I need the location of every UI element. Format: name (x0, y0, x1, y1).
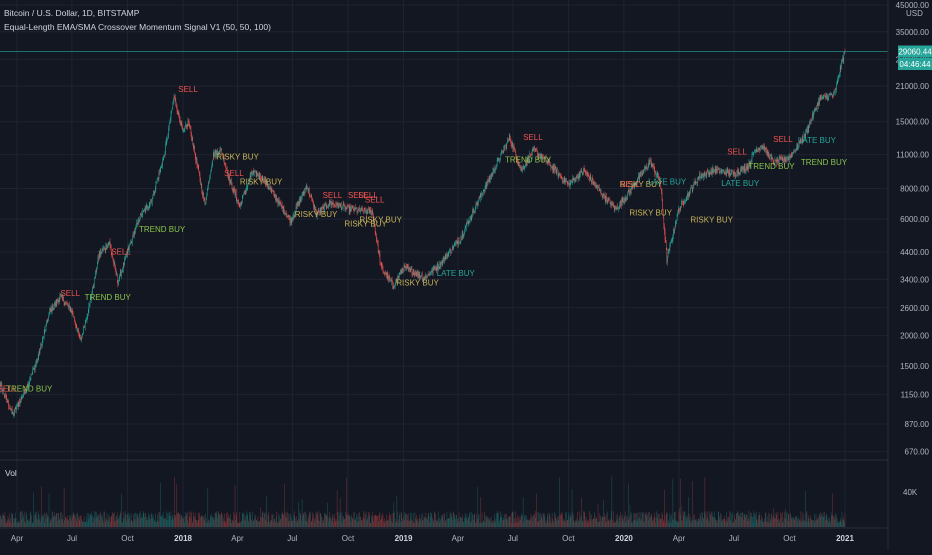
signal-label-late-buy: LATE BUY (721, 179, 760, 188)
symbol-title[interactable]: Bitcoin / U.S. Dollar, 1D, BITSTAMP (4, 6, 271, 20)
price-axis-tick: 870.00 (905, 420, 930, 429)
price-axis-tick: 6000.00 (900, 215, 929, 224)
price-axis-tick: 3400.00 (900, 275, 929, 284)
time-axis-tick: Jul (67, 534, 77, 543)
currency-label: USD (906, 9, 923, 18)
signal-label-risky-buy: RISKY BUY (295, 210, 338, 219)
volume-bars (0, 476, 845, 527)
time-axis[interactable]: Apr Jul Oct 2018 Apr Jul Oct 2019 Apr Jul Oct 2020 A… (11, 534, 855, 543)
price-axis-tick: 15000.00 (896, 118, 930, 127)
volume-axis-tick: 40K (903, 488, 918, 497)
signal-label-trend-buy: TREND BUY (801, 158, 848, 167)
time-axis-tick: 2019 (395, 534, 413, 543)
price-axis-tick: 21000.00 (896, 82, 930, 91)
signal-label-sell: SELL (111, 247, 131, 256)
signal-label-sell: SELL (365, 196, 385, 205)
time-axis-tick: Jul (729, 534, 739, 543)
signal-label-risky-buy: RISKY BUY (396, 279, 439, 288)
signal-label-risky-buy: RISKY BUY (240, 178, 283, 187)
signal-label-risky-buy: RISKY BUY (359, 216, 402, 225)
time-axis-tick: 2021 (836, 534, 854, 543)
price-axis-tick: 670.00 (905, 448, 930, 457)
time-axis-tick: 2018 (174, 534, 192, 543)
last-price-label: 29060.44 (898, 48, 932, 57)
signal-label-late-buy: LATE BUY (437, 269, 476, 278)
time-axis-tick: Apr (452, 534, 465, 543)
price-axis-tick: 2000.00 (900, 332, 929, 341)
time-axis-tick: Jul (508, 534, 518, 543)
signal-label-sell: SELL (773, 135, 793, 144)
signal-label-risky-buy: RISKY BUY (629, 209, 672, 218)
indicator-title[interactable]: Equal-Length EMA/SMA Crossover Momentum … (4, 20, 271, 34)
signal-label-sell: SELL (620, 180, 640, 189)
price-axis-tick: 11000.00 (896, 151, 929, 160)
signal-label-trend-buy: TREND BUY (85, 293, 132, 302)
signal-label-sell: SELL (60, 289, 80, 298)
time-axis-tick: Apr (231, 534, 244, 543)
grid-lines (0, 0, 888, 528)
time-axis-tick: Apr (673, 534, 686, 543)
signal-label-trend-buy: TREND BUY (748, 162, 795, 171)
signal-label-trend-buy: TREND BUY (139, 225, 186, 234)
time-axis-tick: Jul (287, 534, 297, 543)
price-axis-tick: 35000.00 (896, 28, 930, 37)
price-axis-tick: 1500.00 (900, 362, 929, 371)
signal-label-late-buy: LATE BUY (798, 136, 837, 145)
time-axis-tick: 2020 (615, 534, 633, 543)
time-axis-tick: Oct (783, 534, 796, 543)
time-axis-tick: Oct (562, 534, 575, 543)
time-axis-tick: Oct (342, 534, 355, 543)
signal-label-risky-buy: RISKY BUY (216, 153, 259, 162)
chart-legend: Bitcoin / U.S. Dollar, 1D, BITSTAMP Equa… (4, 6, 271, 34)
price-axis-tick: 4400.00 (900, 248, 929, 257)
signal-label-sell: SELL (523, 133, 543, 142)
signal-label-sell: SELL (178, 85, 198, 94)
signal-label-trend-buy: TREND BUY (505, 156, 552, 165)
price-candles (0, 49, 845, 418)
price-axis-tick: 1150.00 (901, 390, 930, 399)
signal-label-late-buy: LATE BUY (648, 178, 687, 187)
signal-label-sell: SELL (323, 191, 343, 200)
bar-countdown-label: 04:46:44 (899, 60, 931, 69)
signal-label-risky-buy: RISKY BUY (690, 216, 733, 225)
time-axis-tick: Apr (11, 534, 24, 543)
time-axis-tick: Oct (121, 534, 134, 543)
volume-pane-label: Vol (5, 468, 17, 478)
signal-label-sell: SELL (727, 148, 747, 157)
price-axis-tick: 8000.00 (900, 184, 929, 193)
signal-label-trend-buy: TREND BUY (6, 385, 53, 394)
price-axis-tick: 2600.00 (900, 304, 929, 313)
